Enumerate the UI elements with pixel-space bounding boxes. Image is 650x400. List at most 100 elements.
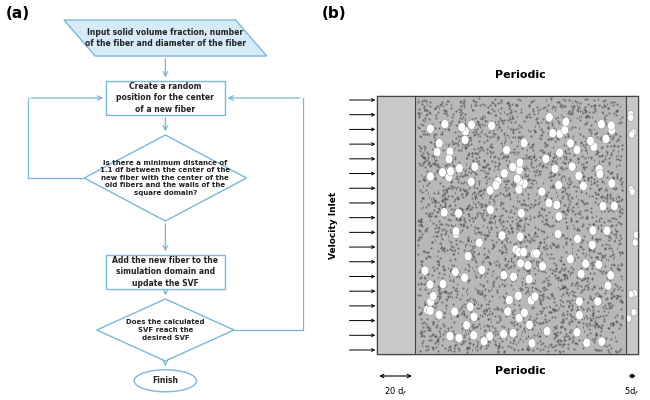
Point xyxy=(612,348,622,355)
Point xyxy=(472,118,482,124)
Point xyxy=(484,260,495,266)
Point xyxy=(413,124,424,131)
Point xyxy=(572,115,582,121)
Point xyxy=(488,124,498,131)
Point xyxy=(608,147,618,153)
Point xyxy=(530,196,541,203)
Point xyxy=(547,222,558,229)
Point xyxy=(506,225,517,231)
Point xyxy=(482,212,492,218)
Point xyxy=(421,254,431,261)
Point xyxy=(533,245,543,251)
Point xyxy=(431,115,441,122)
Point xyxy=(499,323,510,330)
Point xyxy=(470,102,480,108)
Point xyxy=(415,216,426,222)
Point xyxy=(551,342,562,348)
Point xyxy=(463,234,473,240)
Point xyxy=(482,253,492,260)
Point xyxy=(617,299,627,306)
Point xyxy=(595,214,606,221)
Point xyxy=(571,341,582,347)
Point xyxy=(480,201,490,207)
Point xyxy=(494,124,504,130)
Point xyxy=(573,225,583,232)
Point xyxy=(549,299,559,305)
Point xyxy=(523,342,534,349)
Point xyxy=(428,172,438,178)
Point xyxy=(607,320,618,327)
Point xyxy=(455,216,465,222)
Point xyxy=(541,96,552,103)
Point xyxy=(488,277,499,284)
Point xyxy=(558,348,568,354)
Point xyxy=(538,308,548,314)
Point xyxy=(454,229,465,236)
Point xyxy=(544,303,554,309)
Point xyxy=(558,299,568,305)
Point xyxy=(524,316,534,323)
Point xyxy=(511,205,521,211)
Text: Add the new fiber to the
simulation domain and
update the SVF: Add the new fiber to the simulation doma… xyxy=(112,256,218,288)
Point xyxy=(432,338,443,344)
Point xyxy=(432,253,442,260)
Point xyxy=(598,101,608,107)
Point xyxy=(578,320,589,326)
Point xyxy=(528,251,538,257)
Point xyxy=(615,209,625,216)
Point xyxy=(489,159,500,165)
Point xyxy=(564,298,574,304)
Point xyxy=(464,213,474,219)
Point xyxy=(419,106,430,113)
Point xyxy=(432,257,443,264)
Point xyxy=(540,118,551,125)
Point xyxy=(472,161,482,168)
Point xyxy=(616,306,627,312)
Point xyxy=(505,338,515,345)
Point xyxy=(559,209,569,216)
Point xyxy=(476,303,486,310)
Point xyxy=(577,153,588,160)
Point xyxy=(449,183,460,190)
Point xyxy=(434,225,445,231)
Point xyxy=(465,315,475,322)
Point xyxy=(440,194,450,201)
Point xyxy=(576,244,586,250)
Point xyxy=(553,337,564,343)
Point xyxy=(540,111,551,118)
Point xyxy=(588,262,599,268)
Point xyxy=(597,98,608,105)
Point xyxy=(558,166,569,172)
Point xyxy=(445,290,455,296)
Point xyxy=(601,335,612,341)
Circle shape xyxy=(573,328,581,337)
Point xyxy=(510,166,520,172)
Point xyxy=(484,110,495,116)
Point xyxy=(417,98,428,104)
Point xyxy=(417,194,428,201)
Point xyxy=(514,198,524,204)
Point xyxy=(467,116,477,122)
Point xyxy=(514,214,524,220)
Point xyxy=(564,110,574,116)
Point xyxy=(593,236,603,242)
Point xyxy=(470,236,480,243)
Point xyxy=(471,262,481,269)
Point xyxy=(415,133,425,140)
Point xyxy=(519,206,530,212)
Point xyxy=(567,222,578,228)
Point xyxy=(614,266,625,272)
Point xyxy=(425,213,436,219)
Point xyxy=(571,340,581,346)
Point xyxy=(567,241,577,248)
Point xyxy=(421,210,431,217)
Point xyxy=(559,270,569,277)
Point xyxy=(523,220,533,227)
Point xyxy=(577,258,587,264)
Point xyxy=(525,250,535,256)
Point xyxy=(419,174,429,180)
Point xyxy=(479,139,489,145)
Point xyxy=(508,340,519,346)
Point xyxy=(571,274,582,280)
Point xyxy=(486,224,496,230)
